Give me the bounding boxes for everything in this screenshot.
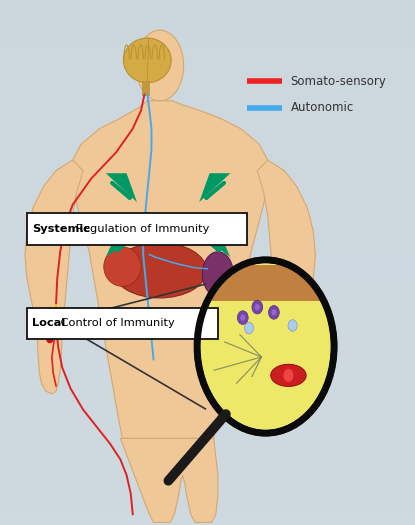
Circle shape [244,322,254,334]
Polygon shape [147,101,172,118]
Polygon shape [199,173,230,202]
Circle shape [240,314,245,321]
Text: Local: Local [32,318,65,329]
FancyBboxPatch shape [27,308,218,339]
Polygon shape [142,81,149,94]
Circle shape [255,304,260,310]
Circle shape [46,334,54,343]
Polygon shape [73,101,268,438]
Circle shape [271,309,276,316]
Circle shape [49,313,63,332]
Polygon shape [106,173,137,202]
Circle shape [200,264,331,429]
Circle shape [288,320,297,331]
Ellipse shape [113,243,207,298]
Text: Autonomic: Autonomic [290,101,354,114]
Polygon shape [257,160,315,394]
Circle shape [269,306,279,319]
Polygon shape [199,234,230,257]
Circle shape [237,311,248,324]
Text: Regulation of Immunity: Regulation of Immunity [72,224,209,234]
Ellipse shape [104,247,141,287]
Ellipse shape [124,38,171,82]
Polygon shape [106,234,137,257]
Text: Control of Immunity: Control of Immunity [57,318,175,329]
Text: Somato-sensory: Somato-sensory [290,75,386,88]
Circle shape [252,300,263,314]
Ellipse shape [203,252,233,296]
Text: Systemic: Systemic [32,224,90,234]
Bar [200,266,331,299]
Ellipse shape [271,364,306,386]
Circle shape [197,260,334,433]
Circle shape [283,369,294,382]
Polygon shape [120,438,218,522]
FancyBboxPatch shape [27,213,247,245]
Ellipse shape [136,30,184,101]
Bar [197,265,334,301]
Polygon shape [25,160,83,394]
